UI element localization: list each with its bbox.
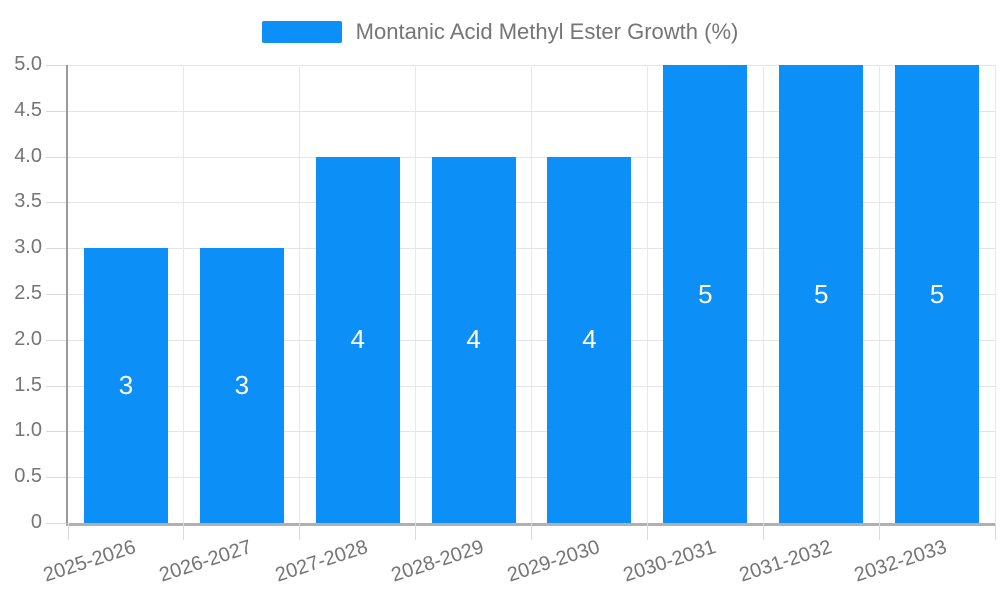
bar-2028-2029[interactable]: 4 xyxy=(431,156,516,523)
y-axis-tick-label: 0.5 xyxy=(14,465,42,488)
x-gridline xyxy=(531,65,532,523)
x-tick xyxy=(762,523,764,540)
x-tick xyxy=(994,523,996,540)
x-gridline xyxy=(762,65,764,523)
y-axis-line xyxy=(66,65,68,523)
x-gridline xyxy=(183,65,185,523)
x-tick xyxy=(415,523,417,540)
y-axis-tick-label: 2.5 xyxy=(14,282,42,305)
bar-value-label: 4 xyxy=(350,324,365,355)
y-axis-tick-label: 1.5 xyxy=(14,373,42,396)
x-tick xyxy=(67,523,69,540)
bar-2029-2030[interactable]: 4 xyxy=(547,156,632,523)
bar-2032-2033[interactable]: 5 xyxy=(895,65,980,523)
bar-value-label: 3 xyxy=(118,370,134,401)
x-axis-tick-label: 2030-2031 xyxy=(620,536,719,587)
x-tick xyxy=(299,523,301,540)
x-axis-tick-label: 2028-2029 xyxy=(388,536,487,587)
y-axis-tick-label: 0 xyxy=(30,511,42,534)
x-axis-tick-label: 2031-2032 xyxy=(736,536,834,587)
bar-value-label: 4 xyxy=(582,324,597,355)
y-axis-tick-label: 4.5 xyxy=(14,98,42,121)
x-tick xyxy=(878,523,880,540)
x-tick xyxy=(646,523,648,540)
y-axis-tick-label: 4.0 xyxy=(14,144,42,167)
x-axis-line xyxy=(66,523,995,526)
y-axis-tick-label: 3.0 xyxy=(14,236,42,259)
x-tick xyxy=(531,523,532,540)
bar-value-label: 4 xyxy=(466,324,481,355)
y-tick xyxy=(46,248,66,250)
bar-value-label: 5 xyxy=(813,278,829,309)
y-tick xyxy=(46,523,66,524)
bar-value-label: 3 xyxy=(234,370,250,401)
y-axis-tick-label: 3.5 xyxy=(14,190,42,213)
y-tick xyxy=(46,65,66,66)
x-axis-tick-label: 2025-2026 xyxy=(40,536,139,587)
y-tick xyxy=(46,385,66,387)
y-tick xyxy=(46,431,66,433)
plot-area: 0 0.5 1.0 1.5 2.0 2.5 3.0 3.5 4.0 4.5 5.0 3 3 4 4 4 5 5 5 2… xyxy=(14,53,996,586)
bar-2031-2032[interactable]: 5 xyxy=(779,65,864,523)
legend-label: Montanic Acid Methyl Ester Growth (%) xyxy=(355,19,739,44)
x-gridline xyxy=(878,65,880,523)
x-axis-tick-label: 2032-2033 xyxy=(852,536,950,587)
y-tick xyxy=(46,294,66,295)
bar-2027-2028[interactable]: 4 xyxy=(315,156,400,523)
x-gridline xyxy=(299,65,301,523)
bar-2025-2026[interactable]: 3 xyxy=(83,248,168,523)
y-axis-tick-label: 1.0 xyxy=(14,419,42,442)
x-gridline xyxy=(415,65,417,523)
x-axis-tick-label: 2027-2028 xyxy=(272,536,371,587)
y-tick xyxy=(46,156,66,158)
y-axis-tick-label: 5.0 xyxy=(14,53,42,76)
x-axis-tick-label: 2026-2027 xyxy=(156,536,255,587)
x-tick xyxy=(183,523,185,540)
x-gridline xyxy=(646,65,648,523)
bar-2030-2031[interactable]: 5 xyxy=(663,65,748,523)
y-tick xyxy=(46,202,66,204)
y-axis-tick-label: 2.0 xyxy=(14,327,42,350)
bar-value-label: 5 xyxy=(698,278,713,309)
x-gridline xyxy=(994,65,996,523)
bar-value-label: 5 xyxy=(929,278,945,309)
y-tick xyxy=(46,110,66,112)
bar-2026-2027[interactable]: 3 xyxy=(199,248,284,523)
y-tick xyxy=(46,339,66,341)
y-tick xyxy=(46,477,66,479)
x-axis-tick-label: 2029-2030 xyxy=(504,536,603,587)
legend-swatch[interactable] xyxy=(261,21,342,43)
legend[interactable]: Montanic Acid Methyl Ester Growth (%) xyxy=(0,18,1000,46)
